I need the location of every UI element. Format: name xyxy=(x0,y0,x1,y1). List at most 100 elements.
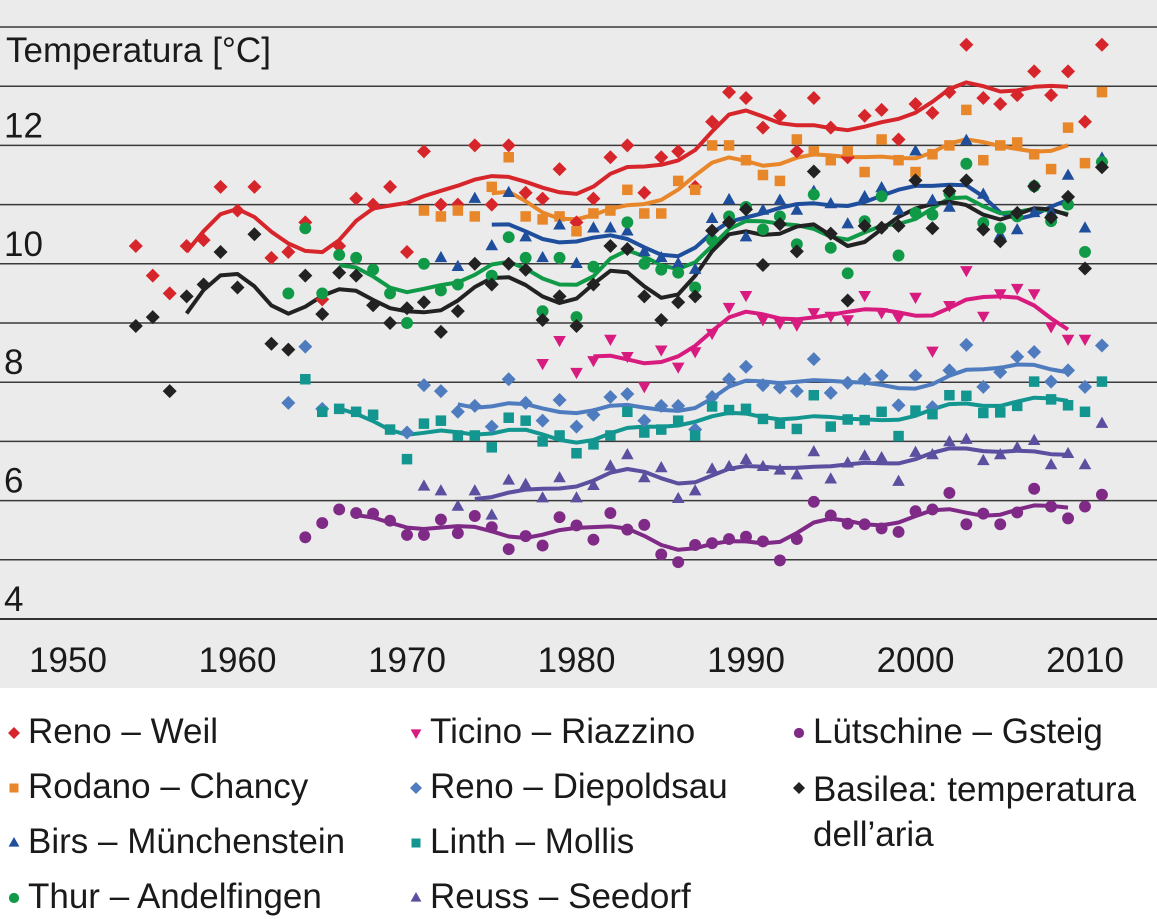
data-point xyxy=(1095,416,1109,428)
data-point xyxy=(501,138,516,153)
data-point xyxy=(841,456,854,468)
data-point xyxy=(400,425,414,440)
data-point xyxy=(638,518,651,531)
data-point xyxy=(859,166,870,178)
data-point xyxy=(281,244,296,259)
legend-marker xyxy=(410,729,422,739)
data-point xyxy=(807,308,821,320)
data-point xyxy=(977,311,990,323)
data-point xyxy=(705,114,720,129)
data-point xyxy=(401,317,413,329)
data-point xyxy=(1061,363,1076,378)
data-point xyxy=(621,523,634,536)
data-point xyxy=(586,277,601,292)
data-point xyxy=(1027,289,1041,301)
data-point xyxy=(418,528,430,541)
data-point xyxy=(806,352,821,367)
data-point xyxy=(1045,500,1058,513)
data-point xyxy=(452,430,464,441)
legend-item: Rodano – Chancy xyxy=(9,767,308,807)
data-point xyxy=(638,257,651,270)
trend-line-basilea-temperatura xyxy=(184,199,1069,316)
data-point xyxy=(791,423,803,435)
data-point xyxy=(264,336,279,351)
data-point xyxy=(503,151,514,163)
data-point xyxy=(789,144,804,159)
data-point xyxy=(858,518,871,531)
data-point xyxy=(1061,189,1076,204)
data-point xyxy=(739,202,753,217)
data-point xyxy=(757,413,769,425)
data-point xyxy=(570,311,583,324)
data-point xyxy=(282,287,295,300)
data-point xyxy=(552,392,567,407)
data-point xyxy=(656,208,667,219)
data-point xyxy=(469,211,481,222)
data-point xyxy=(300,373,311,385)
data-point xyxy=(486,442,497,453)
data-point xyxy=(960,518,973,531)
legend-label: Reno – Weil xyxy=(28,712,219,751)
data-point xyxy=(689,184,701,196)
data-point xyxy=(247,227,262,242)
data-point xyxy=(603,150,618,165)
data-point xyxy=(587,533,600,546)
data-point xyxy=(756,459,770,472)
data-point xyxy=(739,230,753,242)
data-point xyxy=(299,531,312,544)
data-point xyxy=(553,218,566,230)
data-point xyxy=(893,430,904,442)
data-point xyxy=(367,507,380,520)
legend-label: Lütschine – Gsteig xyxy=(813,712,1103,751)
data-point xyxy=(621,224,634,236)
data-point xyxy=(418,418,430,429)
data-point xyxy=(230,280,245,295)
data-point xyxy=(959,337,974,352)
data-point xyxy=(755,378,770,393)
data-point xyxy=(502,543,515,556)
data-point xyxy=(806,91,821,106)
x-tick-label: 1950 xyxy=(29,641,107,680)
data-point xyxy=(588,439,599,450)
data-point xyxy=(536,359,549,371)
data-point xyxy=(435,211,447,222)
data-point xyxy=(435,415,447,426)
data-point xyxy=(689,430,701,441)
data-point xyxy=(671,491,685,504)
data-point xyxy=(417,479,431,491)
data-point xyxy=(536,539,549,552)
series-ticino-riazzino xyxy=(536,266,1092,394)
data-point xyxy=(518,262,533,277)
data-point xyxy=(366,298,381,313)
data-point xyxy=(755,120,770,135)
data-point xyxy=(552,289,567,304)
data-point xyxy=(722,372,737,387)
data-point xyxy=(654,150,669,165)
legend-label: Reno – Diepoldsau xyxy=(430,767,728,806)
data-point xyxy=(1094,160,1109,175)
data-point xyxy=(316,287,329,300)
data-point xyxy=(1011,506,1024,519)
data-point xyxy=(552,162,567,177)
data-point xyxy=(706,234,719,247)
data-point xyxy=(350,406,362,418)
data-point xyxy=(1044,210,1059,225)
legend-marker xyxy=(793,782,805,794)
legend-label: Ticino – Riazzino xyxy=(430,712,696,751)
data-point xyxy=(1062,122,1074,133)
data-point xyxy=(876,406,887,418)
legend-item: Reuss – Seedorf xyxy=(410,877,691,917)
data-point xyxy=(485,239,499,251)
data-point xyxy=(1078,114,1092,129)
data-point xyxy=(943,200,956,212)
data-point xyxy=(705,223,720,238)
data-point xyxy=(434,484,448,496)
data-point xyxy=(926,346,939,358)
legend-marker-triangle-up-icon xyxy=(8,837,20,847)
data-point xyxy=(1044,374,1059,389)
data-point xyxy=(383,179,398,194)
data-point xyxy=(1027,205,1041,218)
data-point xyxy=(654,250,668,263)
data-point xyxy=(468,191,482,203)
data-point xyxy=(604,221,617,233)
